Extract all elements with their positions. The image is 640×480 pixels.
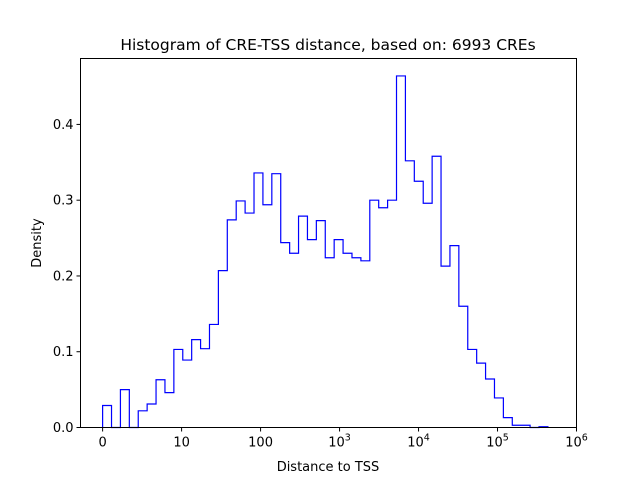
x-tick-label: 105 — [486, 433, 509, 451]
y-tick-label: 0.1 — [53, 345, 74, 360]
histogram-step-line — [102, 75, 549, 429]
histogram-bin — [388, 200, 397, 427]
x-tick-base: 0 — [98, 436, 106, 451]
x-tick-base: 100 — [248, 436, 273, 451]
histogram-bin — [254, 173, 263, 428]
chart-title: Histogram of CRE-TSS distance, based on:… — [120, 36, 535, 54]
histogram-bin — [334, 240, 343, 428]
histogram-bin — [227, 220, 236, 428]
histogram-bin — [405, 161, 414, 428]
x-tick-base: 10 — [173, 436, 190, 451]
histogram-bin — [459, 306, 468, 427]
histogram-bin — [263, 205, 272, 428]
x-tick-base: 10 — [328, 436, 345, 451]
y-axis-label: Density — [30, 218, 45, 268]
histogram-bin — [494, 398, 503, 428]
x-axis-label: Distance to TSS — [277, 460, 380, 475]
x-tick-label: 103 — [328, 433, 351, 451]
histogram-bin — [201, 349, 210, 428]
histogram-bin — [120, 390, 129, 428]
histogram-bin — [183, 360, 192, 427]
x-tick-label: 0 — [98, 436, 106, 451]
x-tick-exponent: 5 — [503, 433, 509, 444]
histogram-bin — [423, 203, 432, 427]
histogram-bin — [281, 243, 290, 428]
x-tick-base: 10 — [486, 436, 503, 451]
histogram-bin — [245, 213, 254, 427]
x-tick-exponent: 3 — [345, 433, 351, 444]
histogram-bin — [361, 261, 370, 428]
histogram-bin — [103, 406, 112, 428]
histogram-bin — [316, 221, 325, 428]
histogram-bin — [174, 349, 183, 427]
y-axis-ticks: 0.0 0.1 0.2 0.3 0.4 — [53, 118, 81, 436]
x-tick-base: 10 — [407, 436, 424, 451]
histogram-bin — [138, 411, 147, 428]
histogram-bin — [503, 418, 512, 428]
x-tick-exponent: 4 — [424, 433, 430, 444]
x-tick-label: 10 — [173, 436, 190, 451]
histogram-bin — [486, 379, 495, 427]
x-tick-exponent: 6 — [582, 433, 588, 444]
histogram-bin — [156, 380, 165, 428]
histogram-bin — [236, 201, 245, 428]
histogram-bin — [468, 349, 477, 427]
x-tick-label: 104 — [407, 433, 430, 451]
x-tick-label: 106 — [565, 433, 588, 451]
histogram-bin — [352, 258, 361, 428]
histogram-bin — [290, 253, 299, 427]
y-tick-label: 0.4 — [53, 118, 74, 133]
histogram-bin — [379, 208, 388, 428]
histogram-bin — [450, 246, 459, 428]
histogram-bin — [192, 340, 201, 428]
histogram-bin — [325, 258, 334, 428]
histogram-bin — [414, 181, 423, 427]
x-tick-base: 10 — [565, 436, 582, 451]
axes-frame — [80, 58, 577, 428]
x-tick-label: 100 — [248, 436, 273, 451]
histogram-bin — [370, 200, 379, 427]
histogram-bin — [397, 76, 406, 428]
histogram-bin — [165, 393, 174, 428]
histogram-bin — [209, 324, 218, 427]
histogram-step-path — [102, 75, 549, 429]
histogram-bin — [272, 174, 281, 428]
histogram-bin — [432, 156, 441, 427]
histogram-bin — [218, 271, 227, 428]
histogram-bin — [441, 266, 450, 427]
histogram-bin — [147, 404, 156, 427]
histogram-bin — [307, 240, 316, 428]
histogram-bin — [299, 216, 308, 427]
histogram-bin — [343, 253, 352, 427]
y-tick-label: 0.3 — [53, 194, 74, 209]
y-tick-label: 0.0 — [53, 421, 74, 436]
x-axis-ticks: 0 10 100 103 104 105 106 — [98, 427, 588, 451]
histogram-bin — [477, 363, 486, 427]
y-tick-label: 0.2 — [53, 269, 74, 284]
